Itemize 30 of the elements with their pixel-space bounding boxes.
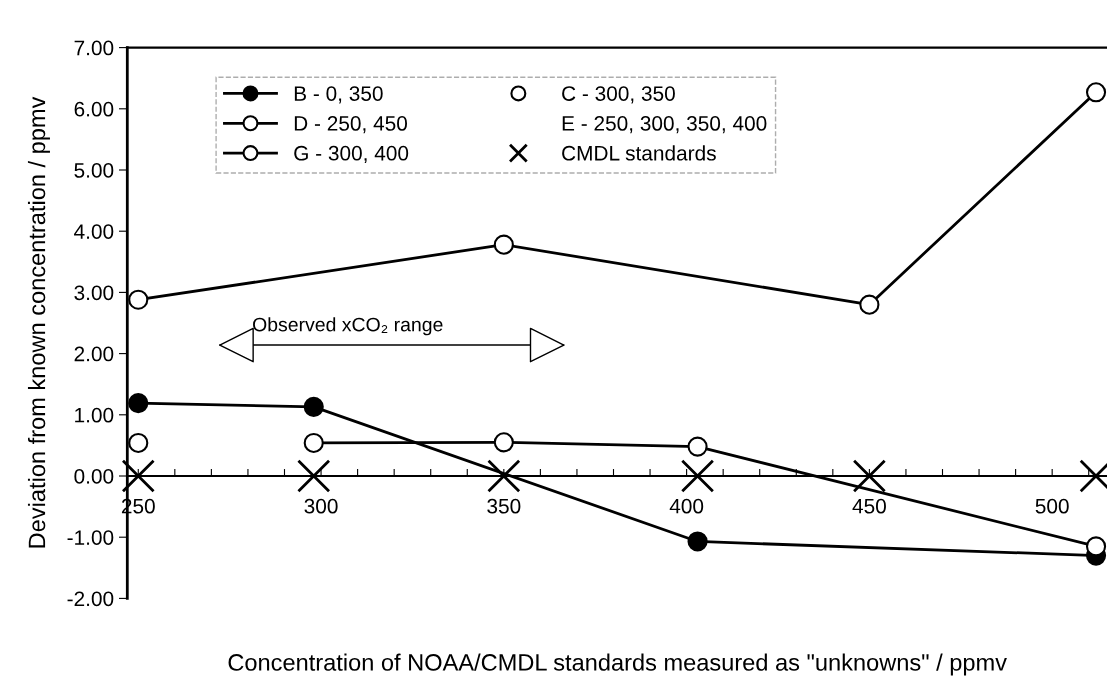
legend-label: G - 300, 400 xyxy=(294,145,409,164)
point xyxy=(680,459,715,493)
legend-label: E - 250, 300, 350, 400 xyxy=(562,116,767,134)
y-tick-label: -2.00 xyxy=(67,591,114,607)
legend-label: C - 300, 350 xyxy=(562,86,675,104)
point xyxy=(128,432,149,454)
y-tick-label: 7.00 xyxy=(74,40,114,56)
y-tick-label: 5.00 xyxy=(74,163,114,178)
legend-label: CMDL standards xyxy=(562,145,716,161)
y-tick-label: 1.00 xyxy=(75,407,114,423)
x-tick-label: 450 xyxy=(852,498,886,514)
point xyxy=(121,459,155,493)
y-tick-label: 3.00 xyxy=(74,285,114,301)
x-tick-label: 500 xyxy=(1035,498,1069,514)
point xyxy=(852,459,887,493)
y-tick-label: 2.00 xyxy=(74,346,114,362)
legend-label: B - 0, 350 xyxy=(294,86,383,104)
x-tick-label: 350 xyxy=(487,498,521,514)
x-axis-title: Concentration of NOAA/CMDL standards measured as "unknowns" / ppmv xyxy=(228,653,1007,676)
annotation: Observed xCO₂ range xyxy=(253,317,443,336)
legend-label: D - 250, 450 xyxy=(294,116,408,134)
x-tick-label: 400 xyxy=(669,498,704,514)
point xyxy=(487,459,521,493)
y-axis-title: Deviation from known concentration / ppmv xyxy=(27,96,50,548)
y-tick-label: -1.00 xyxy=(67,530,114,545)
y-tick-label: 4.00 xyxy=(74,224,114,239)
point xyxy=(297,459,331,493)
x-tick-label: 300 xyxy=(304,498,338,514)
y-tick-label: 0.00 xyxy=(74,469,114,484)
y-tick-label: 6.00 xyxy=(74,101,114,117)
